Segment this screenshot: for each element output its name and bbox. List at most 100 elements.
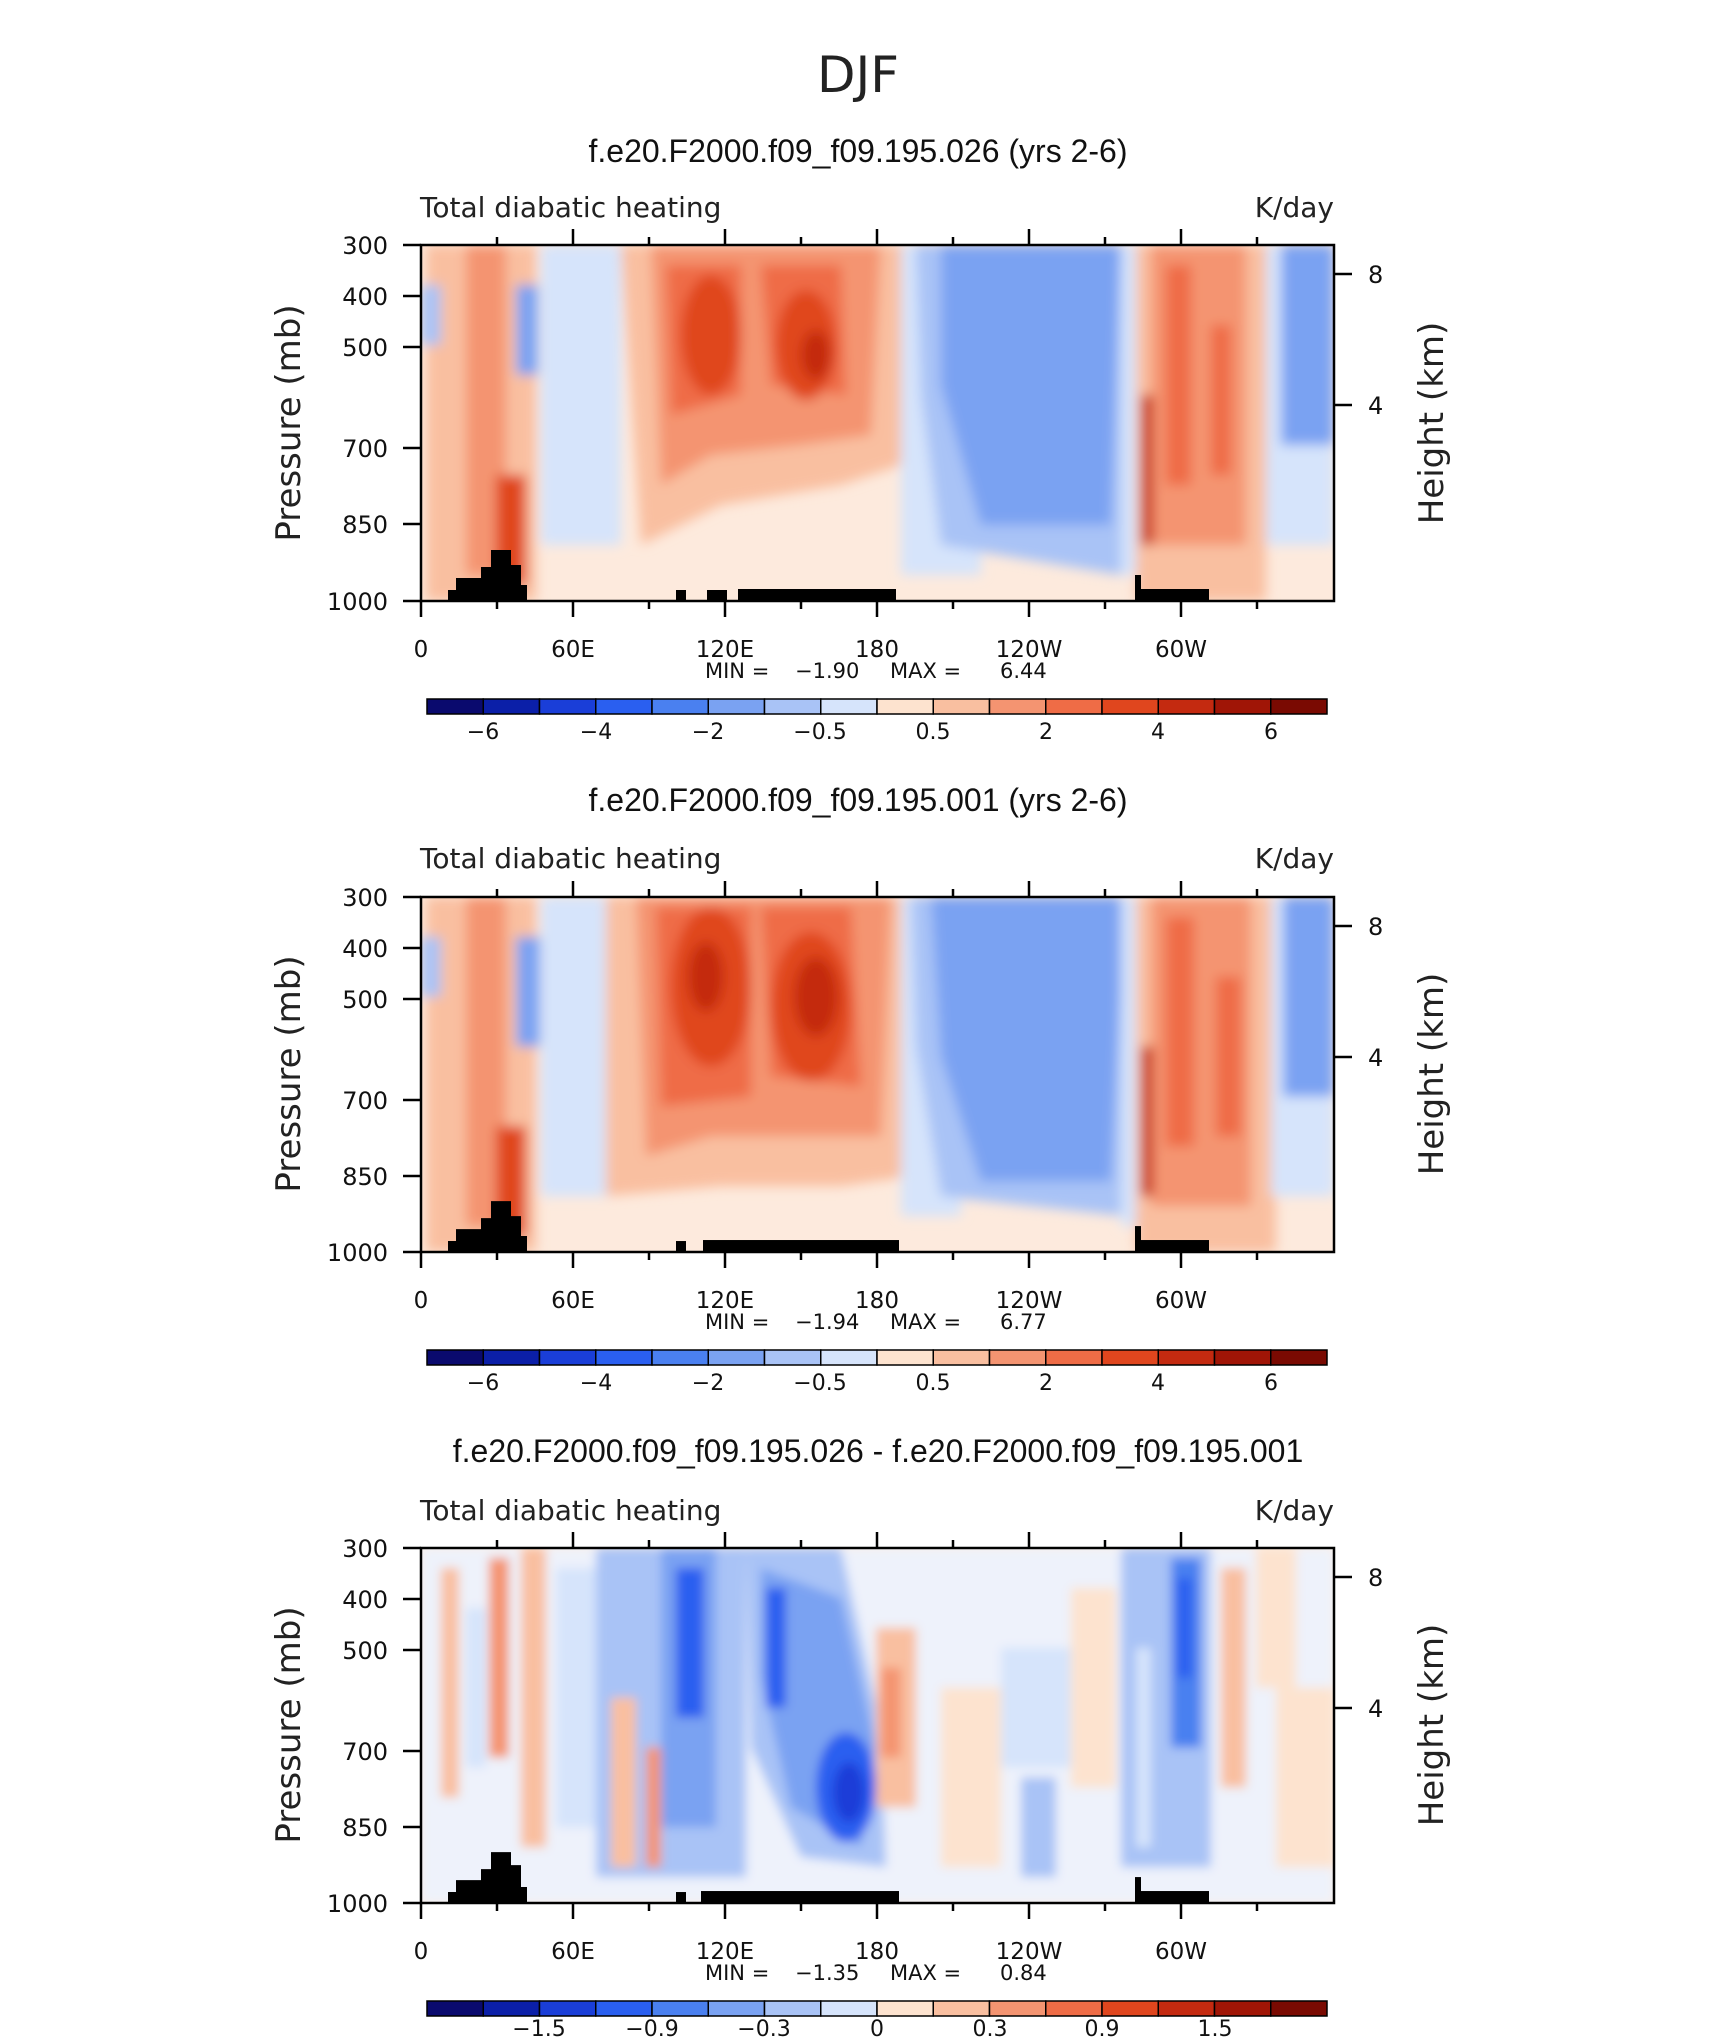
- panel-3-xtick: 120E: [696, 1939, 754, 1965]
- panel-1-xtick: 120W: [996, 637, 1063, 663]
- colorbar-swatch: [820, 698, 878, 715]
- panel-1-xtick: 0: [414, 637, 429, 663]
- panel-1-min-value: −1.90: [795, 659, 859, 683]
- panel-2-cbar-label: −6: [467, 1371, 499, 1396]
- panel-2-title: f.e20.F2000.f09_f09.195.001 (yrs 2-6): [588, 782, 1127, 818]
- panel-3-colorbar: [426, 2000, 1328, 2017]
- panel-2-min-label: MIN =: [705, 1310, 769, 1334]
- panel-2-ylabel: Pressure (mb): [269, 955, 309, 1192]
- colorbar-swatch: [1045, 1349, 1103, 1366]
- colorbar-swatch: [707, 2000, 766, 2017]
- panel-1-xtick: 60E: [551, 637, 595, 663]
- panel-2-plot: [421, 897, 1334, 1252]
- colorbar-swatch: [1213, 698, 1272, 715]
- colorbar-swatch: [595, 2000, 653, 2017]
- panel-2-ytick: 700: [342, 1087, 388, 1115]
- panel-1-units: K/day: [1255, 191, 1334, 224]
- colorbar-swatch: [538, 1349, 597, 1366]
- panel-3-title: f.e20.F2000.f09_f09.195.026 - f.e20.F200…: [453, 1433, 1303, 1469]
- panel-1-cbar-label: −6: [467, 720, 499, 745]
- panel-1-height-tick: 4: [1368, 392, 1383, 420]
- panel-1-ytick: 400: [342, 283, 388, 311]
- panel-3-ytick: 400: [342, 1586, 388, 1614]
- panel-2-xtick: 60E: [551, 1288, 595, 1314]
- panel-2-cbar-label: 4: [1151, 1371, 1165, 1396]
- colorbar-swatch: [1270, 698, 1328, 715]
- colorbar-swatch: [651, 1349, 709, 1366]
- panel-1-ylabel-right: Height (km): [1412, 322, 1452, 525]
- figure-title: DJF: [817, 46, 899, 104]
- colorbar-swatch: [932, 698, 991, 715]
- panel-3-ytick: 500: [342, 1637, 388, 1665]
- panel-3-max-label: MAX =: [890, 1961, 961, 1985]
- panel-3-cbar-label: −0.3: [737, 2017, 790, 2038]
- panel-3-cbar-label: 0.9: [1085, 2017, 1120, 2038]
- panel-3-left-label: Total diabatic heating: [419, 1494, 721, 1527]
- panel-1-ytick: 500: [342, 334, 388, 362]
- panel-1-max-value: 6.44: [1000, 659, 1047, 683]
- panel-1-cbar-label: 4: [1151, 720, 1165, 745]
- panel-2-height-tick: 8: [1368, 913, 1383, 941]
- panel-2-ytick: 1000: [327, 1239, 388, 1267]
- panel-3-min-value: −1.35: [795, 1961, 859, 1985]
- panel-3-cbar-label: 0: [870, 2017, 884, 2038]
- colorbar-swatch: [876, 1349, 934, 1366]
- panel-1-xtick: 120E: [696, 637, 754, 663]
- panel-1-ytick: 850: [342, 511, 388, 539]
- colorbar-swatch: [1213, 1349, 1272, 1366]
- colorbar-swatch: [763, 2000, 822, 2017]
- colorbar-swatch: [426, 698, 484, 715]
- panel-3-xtick: 180: [855, 1939, 899, 1965]
- panel-1-cbar-label: −2: [692, 720, 724, 745]
- panel-2-xtick: 60W: [1155, 1288, 1207, 1314]
- colorbar-swatch: [988, 1349, 1047, 1366]
- colorbar-swatch: [820, 2000, 878, 2017]
- colorbar-swatch: [1213, 2000, 1272, 2017]
- panel-1-cbar-label: −4: [580, 720, 612, 745]
- panel-3: f.e20.F2000.f09_f09.195.026 - f.e20.F200…: [269, 1433, 1452, 2038]
- panel-3-xtick: 60W: [1155, 1939, 1207, 1965]
- panel-2-cbar-label: 2: [1039, 1371, 1053, 1396]
- panel-1-xtick: 180: [855, 637, 899, 663]
- colorbar-swatch: [707, 1349, 766, 1366]
- colorbar-swatch: [538, 698, 597, 715]
- colorbar-swatch: [707, 698, 766, 715]
- colorbar-swatch: [426, 2000, 484, 2017]
- panel-1-title: f.e20.F2000.f09_f09.195.026 (yrs 2-6): [588, 133, 1127, 169]
- colorbar-swatch: [651, 698, 709, 715]
- panel-3-ytick: 850: [342, 1814, 388, 1842]
- panel-1-ytick: 300: [342, 232, 388, 260]
- panel-2-height-tick: 4: [1368, 1044, 1383, 1072]
- colorbar-swatch: [876, 698, 934, 715]
- panel-2-ytick: 850: [342, 1163, 388, 1191]
- panel-2-colorbar: [426, 1349, 1328, 1366]
- panel-3-cbar-label: 0.3: [973, 2017, 1008, 2038]
- panel-3-plot: [421, 1548, 1334, 1903]
- colorbar-swatch: [482, 698, 541, 715]
- colorbar-swatch: [1045, 698, 1103, 715]
- panel-2-ytick: 500: [342, 986, 388, 1014]
- panel-3-ytick: 300: [342, 1535, 388, 1563]
- panel-2-xtick: 180: [855, 1288, 899, 1314]
- panel-3-ytick: 700: [342, 1738, 388, 1766]
- colorbar-swatch: [482, 2000, 541, 2017]
- panel-3-cbar-label: −0.9: [625, 2017, 678, 2038]
- panel-1-cbar-label: 6: [1264, 720, 1278, 745]
- colorbar-swatch: [1157, 698, 1216, 715]
- panel-3-units: K/day: [1255, 1494, 1334, 1527]
- panel-3-xtick: 60E: [551, 1939, 595, 1965]
- panel-3-height-tick: 4: [1368, 1695, 1383, 1723]
- panel-2-cbar-label: 0.5: [916, 1371, 951, 1396]
- colorbar-swatch: [876, 2000, 934, 2017]
- panel-2-units: K/day: [1255, 842, 1334, 875]
- colorbar-swatch: [1270, 2000, 1328, 2017]
- panel-3-max-value: 0.84: [1000, 1961, 1047, 1985]
- panel-3-cbar-label: −1.5: [512, 2017, 565, 2038]
- panel-2-cbar-label: −0.5: [793, 1371, 846, 1396]
- colorbar-swatch: [426, 1349, 484, 1366]
- panel-2-ytick: 400: [342, 935, 388, 963]
- panel-2-min-value: −1.94: [795, 1310, 859, 1334]
- panel-3-cbar-label: 1.5: [1198, 2017, 1233, 2038]
- panel-1-left-label: Total diabatic heating: [419, 191, 721, 224]
